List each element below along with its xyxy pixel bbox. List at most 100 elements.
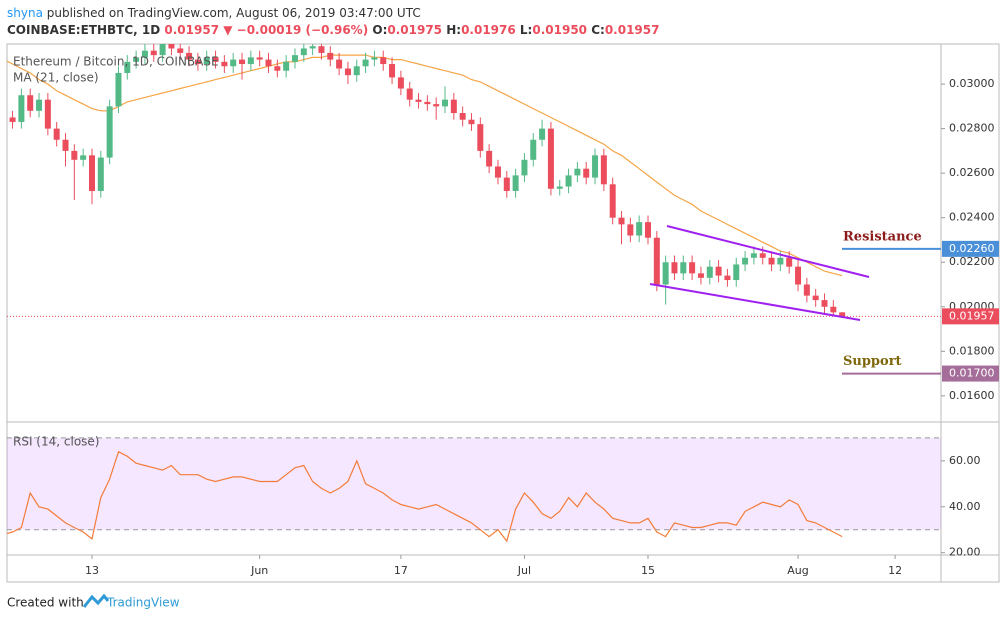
last-price-label: 0.01957 bbox=[949, 309, 995, 322]
candle-body bbox=[442, 99, 449, 107]
candle-body bbox=[512, 175, 519, 191]
y-tick-label: 0.02200 bbox=[949, 255, 995, 268]
candle-body bbox=[97, 157, 104, 191]
candle-body bbox=[609, 184, 616, 218]
candle-body bbox=[503, 177, 510, 191]
candle-body bbox=[177, 48, 184, 53]
candle-body bbox=[742, 257, 749, 265]
candle-body bbox=[274, 66, 281, 71]
candle-body bbox=[600, 155, 607, 185]
y-tick-label: 20.00 bbox=[949, 546, 981, 559]
price-box bbox=[942, 240, 999, 257]
x-tick-label: Jul bbox=[517, 564, 531, 577]
candle-body bbox=[265, 59, 272, 67]
candle-body bbox=[494, 166, 501, 178]
candle-body bbox=[486, 150, 493, 167]
y-tick-label: 0.02600 bbox=[949, 166, 995, 179]
chart-title: Ethereum / Bitcoin, 1D, COINBASE bbox=[13, 55, 219, 69]
y-tick-label: 0.01600 bbox=[949, 389, 995, 402]
candle-body bbox=[353, 66, 360, 76]
candle-body bbox=[327, 52, 334, 60]
y-tick-label: 0.01800 bbox=[949, 344, 995, 357]
candles bbox=[1, 44, 846, 318]
candle-body bbox=[715, 266, 722, 276]
rsi-band bbox=[7, 437, 941, 530]
candle-body bbox=[1, 102, 7, 118]
ohlc-value: 0.01957 bbox=[605, 23, 660, 37]
candle-body bbox=[724, 275, 731, 281]
candle-body bbox=[344, 68, 351, 76]
ohlc-value: 0.01976 bbox=[461, 23, 516, 37]
candle-body bbox=[27, 95, 34, 111]
candle-body bbox=[397, 77, 404, 89]
candle-body bbox=[221, 61, 228, 67]
candle-body bbox=[750, 253, 757, 258]
candle-body bbox=[547, 128, 554, 189]
candle-body bbox=[256, 57, 263, 60]
candle-body bbox=[680, 262, 687, 274]
price-line-text: Support bbox=[843, 354, 902, 369]
y-tick-label: 0.02800 bbox=[949, 122, 995, 135]
candle-body bbox=[636, 222, 643, 236]
candle-body bbox=[141, 50, 148, 58]
candle-body bbox=[194, 59, 201, 65]
candle-body bbox=[821, 300, 828, 307]
candle-body bbox=[627, 224, 634, 236]
candle-body bbox=[583, 168, 590, 178]
candle-body bbox=[662, 262, 669, 285]
candle-body bbox=[80, 155, 87, 160]
candle-body bbox=[653, 237, 660, 285]
published: published on TradingView.com, August 06,… bbox=[47, 6, 421, 20]
candle-body bbox=[150, 50, 157, 56]
candle-body bbox=[18, 95, 25, 122]
last-price-box bbox=[942, 308, 999, 325]
candle-body bbox=[521, 159, 528, 176]
candle-body bbox=[830, 306, 837, 313]
candle-body bbox=[768, 257, 775, 265]
ohlc-key: O: bbox=[372, 23, 387, 37]
candle-body bbox=[759, 253, 766, 258]
candle-body bbox=[539, 128, 546, 140]
x-tick-label: 17 bbox=[394, 564, 408, 577]
candle-body bbox=[530, 139, 537, 160]
footer-brand[interactable]: TradingView bbox=[106, 596, 180, 610]
change: ▼ −0.00019 (−0.96%) bbox=[223, 23, 368, 37]
candle-body bbox=[574, 168, 581, 176]
candle-body bbox=[318, 46, 325, 53]
candle-body bbox=[336, 59, 343, 69]
x-tick-label: 13 bbox=[85, 564, 99, 577]
rsi-lines bbox=[7, 450, 843, 543]
candle-body bbox=[406, 88, 413, 100]
candle-body bbox=[671, 262, 678, 274]
candle-body bbox=[371, 57, 378, 60]
candle-body bbox=[239, 59, 246, 65]
candle-body bbox=[309, 46, 316, 49]
trendline bbox=[649, 283, 861, 321]
candle-body bbox=[592, 155, 599, 178]
ohlc-key: H: bbox=[446, 23, 461, 37]
candle-body bbox=[812, 295, 819, 301]
author[interactable]: shyna bbox=[7, 6, 43, 20]
series-line bbox=[7, 54, 843, 277]
candle-body bbox=[291, 55, 298, 62]
candle-body bbox=[803, 284, 810, 296]
footer-text: Created with bbox=[7, 596, 84, 610]
candle-body bbox=[62, 139, 69, 151]
candle-body bbox=[424, 101, 431, 105]
candle-body bbox=[53, 128, 60, 140]
candle-body bbox=[36, 99, 43, 111]
rsi-title: RSI (14, close) bbox=[13, 435, 99, 449]
candle-body bbox=[247, 57, 254, 65]
price-line-text: Resistance bbox=[843, 229, 922, 244]
candle-body bbox=[795, 266, 802, 285]
candle-body bbox=[186, 52, 193, 60]
candle-body bbox=[115, 72, 122, 107]
candle-body bbox=[689, 262, 696, 274]
y-tick-label: 60.00 bbox=[949, 454, 981, 467]
candle-body bbox=[459, 113, 466, 120]
x-tick-label: 15 bbox=[641, 564, 655, 577]
ohlc-value: 0.01975 bbox=[387, 23, 442, 37]
x-tick-label: 12 bbox=[888, 564, 902, 577]
candle-body bbox=[71, 150, 78, 160]
symbol-line: COINBASE:ETHBTC, 1D 0.01957 ▼ −0.00019 (… bbox=[7, 23, 659, 37]
